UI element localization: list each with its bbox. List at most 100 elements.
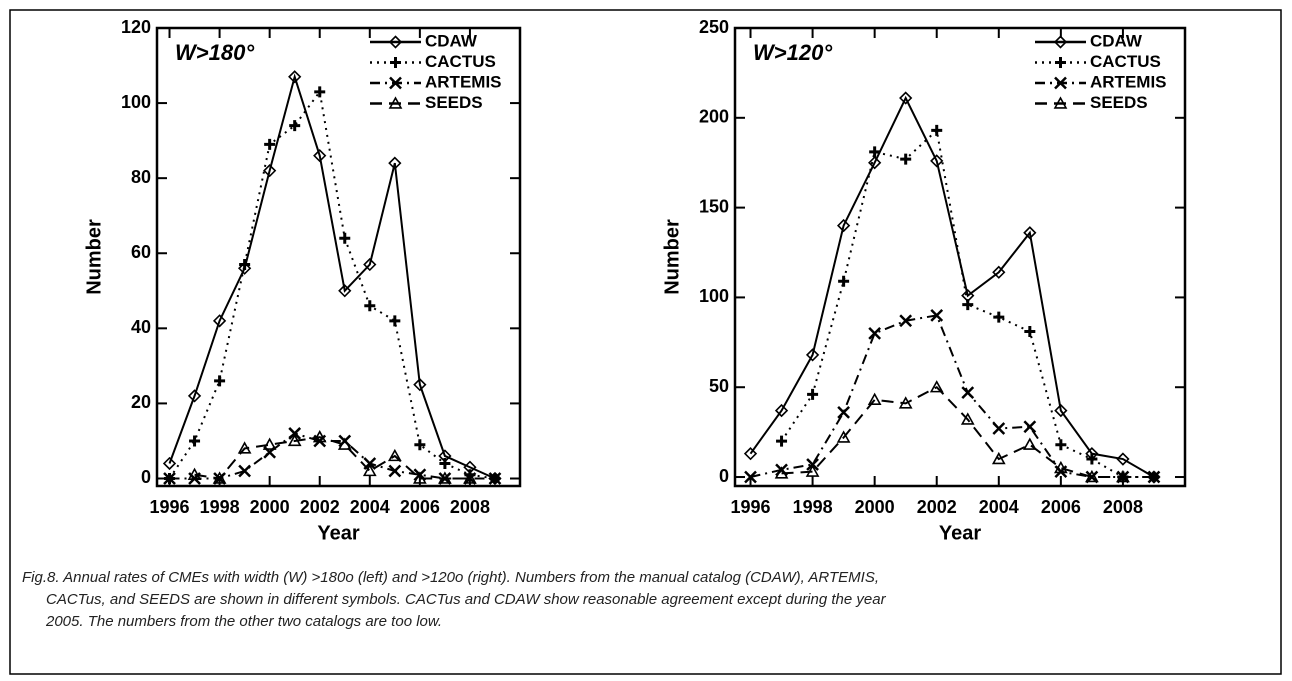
marker-diamond bbox=[836, 218, 851, 233]
series-line bbox=[750, 314, 1154, 479]
y-tick-label: 60 bbox=[131, 242, 151, 262]
legend-label: SEEDS bbox=[1090, 93, 1148, 112]
marker-plus bbox=[1055, 57, 1066, 68]
y-tick-label: 100 bbox=[121, 92, 151, 112]
marker-triangle bbox=[1022, 437, 1037, 450]
marker-diamond bbox=[1054, 403, 1068, 418]
marker-diamond bbox=[338, 284, 352, 298]
x-tick-label: 2000 bbox=[250, 497, 290, 517]
marker-x bbox=[238, 464, 252, 478]
caption-line: Fig.8. Annual rates of CMEs with width (… bbox=[22, 569, 879, 586]
marker-plus bbox=[214, 375, 226, 387]
marker-diamond bbox=[313, 149, 327, 163]
x-tick-label: 2004 bbox=[350, 497, 390, 517]
marker-x bbox=[1023, 420, 1037, 434]
marker-triangle bbox=[867, 392, 882, 405]
marker-x bbox=[388, 464, 402, 478]
marker-plus bbox=[776, 435, 788, 447]
series bbox=[162, 70, 502, 486]
marker-triangle bbox=[929, 380, 944, 393]
marker-x bbox=[163, 472, 176, 485]
y-tick-label: 120 bbox=[121, 17, 151, 37]
marker-triangle bbox=[337, 437, 352, 450]
series-line bbox=[781, 385, 1123, 479]
y-tick-label: 200 bbox=[699, 107, 729, 127]
marker-plus bbox=[807, 388, 819, 400]
marker-triangle bbox=[237, 441, 252, 454]
marker-x bbox=[488, 472, 502, 485]
marker-x bbox=[930, 308, 944, 322]
legend-label: CDAW bbox=[425, 31, 478, 50]
marker-diamond bbox=[363, 257, 377, 272]
marker-x bbox=[868, 326, 882, 340]
marker-plus bbox=[189, 435, 201, 447]
series-line bbox=[168, 89, 496, 480]
marker-triangle bbox=[960, 412, 975, 425]
x-tick-label: 2008 bbox=[1103, 497, 1143, 517]
legend-label: CACTUS bbox=[425, 52, 496, 71]
x-tick-label: 1996 bbox=[149, 497, 189, 517]
marker-x bbox=[806, 458, 819, 471]
series-line bbox=[168, 73, 496, 480]
marker-plus bbox=[838, 275, 850, 287]
caption-line: CACTus, and SEEDS are shown in different… bbox=[46, 591, 887, 608]
marker-plus bbox=[869, 146, 881, 158]
marker-triangle bbox=[836, 430, 851, 443]
marker-triangle bbox=[388, 96, 403, 109]
x-axis-label: Year bbox=[939, 522, 981, 544]
series bbox=[164, 86, 501, 484]
x-tick-label: 1998 bbox=[200, 497, 240, 517]
plot-frame bbox=[155, 26, 522, 488]
marker-diamond bbox=[1023, 226, 1037, 240]
marker-x bbox=[288, 427, 302, 440]
x-tick-label: 2006 bbox=[400, 497, 440, 517]
marker-x bbox=[899, 314, 913, 328]
marker-plus bbox=[339, 232, 351, 244]
legend-label: CDAW bbox=[1090, 31, 1143, 50]
marker-diamond bbox=[899, 91, 913, 105]
y-tick-label: 40 bbox=[131, 317, 151, 337]
legend-label: SEEDS bbox=[425, 93, 483, 112]
marker-triangle bbox=[212, 471, 227, 484]
marker-plus bbox=[1086, 453, 1098, 465]
marker-triangle bbox=[187, 467, 202, 480]
marker-x bbox=[992, 422, 1006, 435]
x-tick-label: 2000 bbox=[855, 497, 895, 517]
marker-diamond bbox=[805, 348, 820, 362]
marker-x bbox=[389, 76, 402, 90]
x-axis-label: Year bbox=[317, 522, 359, 544]
marker-plus bbox=[414, 439, 426, 451]
series bbox=[187, 430, 477, 484]
x-tick-label: 2008 bbox=[450, 497, 490, 517]
marker-plus bbox=[390, 57, 401, 68]
y-tick-label: 150 bbox=[699, 196, 729, 216]
marker-plus bbox=[264, 138, 276, 150]
series bbox=[774, 380, 1130, 483]
y-tick-label: 250 bbox=[699, 17, 729, 37]
marker-diamond bbox=[488, 471, 502, 486]
marker-diamond bbox=[992, 265, 1006, 279]
marker-triangle bbox=[1053, 96, 1068, 109]
marker-plus bbox=[289, 120, 301, 132]
marker-plus bbox=[239, 259, 251, 271]
marker-diamond bbox=[868, 156, 882, 170]
marker-diamond bbox=[288, 70, 302, 84]
marker-triangle bbox=[898, 396, 913, 409]
legend-label: ARTEMIS bbox=[1090, 72, 1167, 91]
series bbox=[744, 308, 1161, 484]
x-tick-label: 1998 bbox=[793, 497, 833, 517]
marker-triangle bbox=[262, 437, 277, 450]
marker-triangle bbox=[312, 430, 327, 443]
caption-line: 2005. The numbers from the other two cat… bbox=[45, 613, 442, 630]
y-axis-label: Number bbox=[661, 219, 683, 295]
series-line bbox=[194, 436, 470, 480]
y-tick-label: 50 bbox=[709, 376, 729, 396]
figure-frame bbox=[9, 9, 1282, 675]
marker-diamond bbox=[1147, 470, 1161, 484]
marker-plus bbox=[389, 315, 401, 327]
series bbox=[743, 91, 1161, 484]
marker-x bbox=[1147, 470, 1161, 484]
marker-diamond bbox=[930, 154, 944, 168]
marker-plus bbox=[439, 457, 451, 469]
